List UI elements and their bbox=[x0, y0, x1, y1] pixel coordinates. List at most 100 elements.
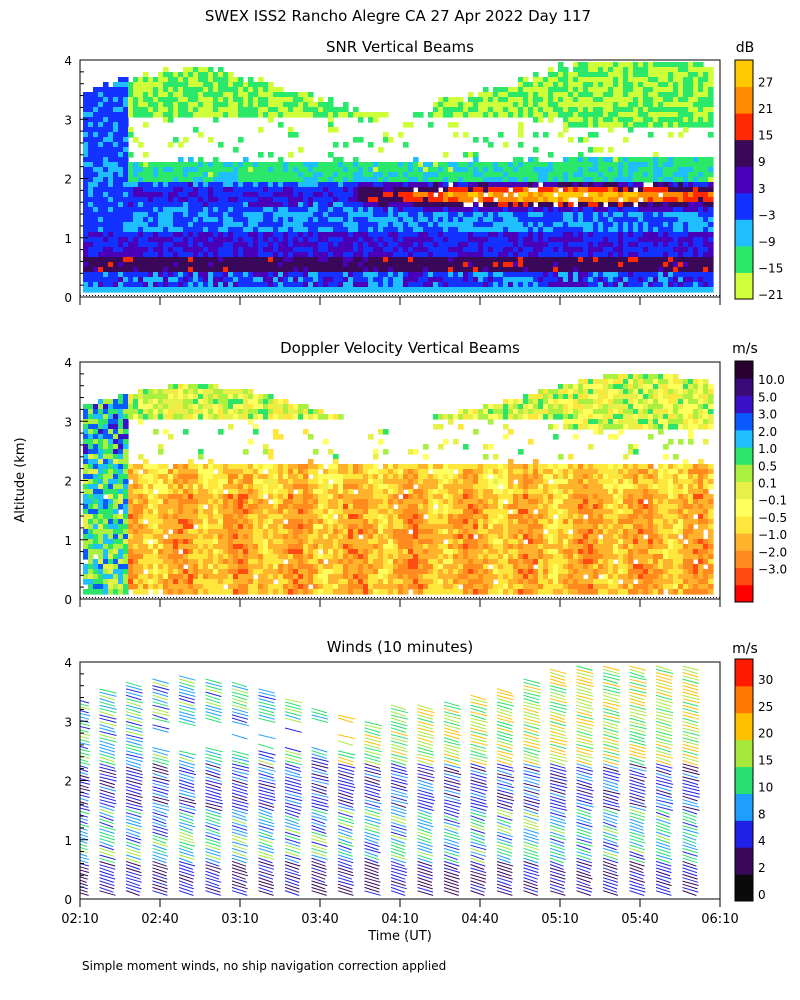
snr-cell bbox=[493, 262, 499, 268]
snr-cell bbox=[88, 157, 94, 163]
snr-cell bbox=[253, 202, 259, 208]
snr-cell bbox=[223, 197, 229, 203]
snr-cell bbox=[468, 222, 474, 228]
snr-cell bbox=[428, 162, 434, 168]
snr-cell bbox=[133, 107, 139, 113]
snr-cell bbox=[508, 102, 514, 108]
snr-cell bbox=[258, 267, 264, 273]
snr-cell bbox=[618, 72, 624, 78]
snr-cell bbox=[473, 137, 479, 143]
snr-cell bbox=[698, 177, 704, 183]
snr-cell bbox=[553, 277, 559, 283]
snr-cell bbox=[238, 137, 244, 143]
snr-cell bbox=[623, 77, 629, 83]
snr-cell bbox=[453, 162, 459, 168]
doppler-cell bbox=[93, 524, 99, 530]
snr-cell bbox=[678, 282, 684, 288]
snr-cell bbox=[703, 192, 709, 198]
snr-cell bbox=[633, 117, 639, 123]
snr-cell bbox=[293, 207, 299, 213]
snr-cell bbox=[113, 107, 119, 113]
snr-cell bbox=[523, 87, 529, 93]
snr-cell bbox=[628, 287, 634, 293]
snr-cell bbox=[518, 217, 524, 223]
snr-cell bbox=[183, 287, 189, 293]
snr-cell bbox=[383, 202, 389, 208]
snr-cell bbox=[123, 237, 129, 243]
snr-cell bbox=[638, 207, 644, 213]
snr-cell bbox=[578, 77, 584, 83]
snr-cell bbox=[138, 197, 144, 203]
snr-cell bbox=[223, 112, 229, 118]
snr-cell bbox=[603, 177, 609, 183]
snr-cell bbox=[173, 262, 179, 268]
snr-cell bbox=[208, 167, 214, 173]
snr-cell bbox=[353, 232, 359, 238]
snr-cell bbox=[283, 237, 289, 243]
snr-cell bbox=[648, 287, 654, 293]
snr-cell bbox=[153, 227, 159, 233]
snr-cell bbox=[393, 247, 399, 253]
snr-cell bbox=[198, 252, 204, 258]
snr-cell bbox=[693, 212, 699, 218]
snr-cell bbox=[393, 192, 399, 198]
snr-cell bbox=[218, 182, 224, 188]
snr-cell bbox=[253, 97, 259, 103]
snr-cell bbox=[578, 257, 584, 263]
doppler-cell bbox=[123, 564, 129, 570]
snr-cell bbox=[93, 92, 99, 98]
snr-cell bbox=[478, 217, 484, 223]
snr-cell bbox=[638, 182, 644, 188]
snr-cell bbox=[193, 242, 199, 248]
snr-cell bbox=[198, 177, 204, 183]
snr-cell bbox=[108, 187, 114, 193]
snr-cell bbox=[108, 132, 114, 138]
snr-cell bbox=[628, 272, 634, 278]
snr-cell bbox=[303, 252, 309, 258]
doppler-cell bbox=[103, 464, 109, 470]
snr-cell bbox=[438, 162, 444, 168]
snr-cell bbox=[678, 122, 684, 128]
snr-cell bbox=[308, 282, 314, 288]
doppler-cell bbox=[118, 484, 124, 490]
snr-cell bbox=[178, 162, 184, 168]
snr-cell bbox=[513, 107, 519, 113]
doppler-cell bbox=[93, 569, 99, 575]
snr-cell bbox=[128, 82, 134, 88]
snr-cell bbox=[633, 267, 639, 273]
snr-cell bbox=[88, 277, 94, 283]
snr-cell bbox=[88, 177, 94, 183]
doppler-cell bbox=[118, 529, 124, 535]
snr-cell bbox=[83, 102, 89, 108]
snr-cell bbox=[403, 267, 409, 273]
snr-cell bbox=[123, 277, 129, 283]
doppler-cell bbox=[93, 474, 99, 480]
snr-cell bbox=[678, 132, 684, 138]
snr-cell bbox=[553, 212, 559, 218]
snr-cell bbox=[198, 87, 204, 93]
snr-cell bbox=[203, 267, 209, 273]
snr-cell bbox=[268, 97, 274, 103]
snr-cell bbox=[163, 237, 169, 243]
doppler-cell bbox=[128, 399, 134, 405]
snr-cell bbox=[258, 202, 264, 208]
snr-cell bbox=[608, 257, 614, 263]
snr-cell bbox=[658, 112, 664, 118]
snr-cell bbox=[588, 187, 594, 193]
doppler-cell bbox=[138, 509, 144, 515]
doppler-cell bbox=[138, 479, 144, 485]
snr-cell bbox=[438, 262, 444, 268]
snr-cell bbox=[93, 157, 99, 163]
doppler-cell bbox=[83, 519, 89, 525]
snr-cell bbox=[568, 262, 574, 268]
snr-cell bbox=[648, 72, 654, 78]
snr-cell bbox=[118, 202, 124, 208]
snr-cell bbox=[338, 282, 344, 288]
snr-cell bbox=[488, 142, 494, 148]
snr-cell bbox=[143, 167, 149, 173]
snr-cell bbox=[438, 177, 444, 183]
snr-cell bbox=[318, 102, 324, 108]
snr-cell bbox=[598, 67, 604, 73]
snr-cell bbox=[233, 227, 239, 233]
snr-cell bbox=[658, 177, 664, 183]
